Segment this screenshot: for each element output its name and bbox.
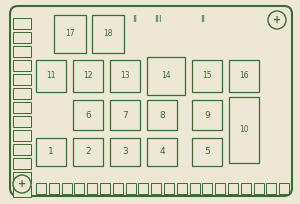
- Text: 16: 16: [239, 71, 249, 81]
- Bar: [110, 60, 140, 92]
- Bar: [147, 57, 185, 95]
- Text: 17: 17: [65, 30, 75, 39]
- Bar: [254, 183, 264, 194]
- Bar: [13, 116, 31, 127]
- Bar: [54, 15, 86, 53]
- Bar: [192, 60, 222, 92]
- Bar: [74, 183, 84, 194]
- Bar: [49, 183, 59, 194]
- Bar: [13, 88, 31, 99]
- Text: 10: 10: [239, 125, 249, 134]
- Bar: [36, 183, 46, 194]
- Bar: [13, 158, 31, 169]
- Bar: [87, 183, 97, 194]
- Bar: [228, 183, 238, 194]
- Bar: [73, 100, 103, 130]
- FancyBboxPatch shape: [10, 6, 292, 196]
- Bar: [92, 15, 124, 53]
- Text: 5: 5: [204, 147, 210, 156]
- Text: +: +: [18, 179, 26, 189]
- Text: II: II: [133, 16, 137, 24]
- Bar: [126, 183, 136, 194]
- Text: 13: 13: [120, 71, 130, 81]
- Circle shape: [13, 175, 31, 193]
- Bar: [61, 183, 72, 194]
- Bar: [13, 46, 31, 57]
- Text: 6: 6: [85, 111, 91, 120]
- Text: 8: 8: [159, 111, 165, 120]
- Bar: [192, 138, 222, 166]
- Bar: [215, 183, 225, 194]
- Bar: [13, 18, 31, 29]
- Bar: [110, 138, 140, 166]
- Bar: [13, 60, 31, 71]
- Bar: [13, 172, 31, 183]
- Bar: [279, 183, 289, 194]
- Text: 4: 4: [159, 147, 165, 156]
- Bar: [13, 186, 31, 197]
- Bar: [164, 183, 174, 194]
- Bar: [36, 60, 66, 92]
- Bar: [190, 183, 200, 194]
- Text: 14: 14: [161, 71, 171, 81]
- Bar: [177, 183, 187, 194]
- Bar: [113, 183, 123, 194]
- Bar: [192, 100, 222, 130]
- Bar: [151, 183, 161, 194]
- Bar: [13, 32, 31, 43]
- Text: 11: 11: [46, 71, 56, 81]
- Text: 9: 9: [204, 111, 210, 120]
- Bar: [13, 130, 31, 141]
- Text: III: III: [154, 16, 162, 24]
- Bar: [13, 102, 31, 113]
- Text: 15: 15: [202, 71, 212, 81]
- Text: 2: 2: [85, 147, 91, 156]
- Bar: [266, 183, 276, 194]
- Bar: [110, 100, 140, 130]
- Text: II: II: [200, 16, 206, 24]
- Bar: [73, 60, 103, 92]
- Bar: [13, 144, 31, 155]
- Text: 18: 18: [103, 30, 113, 39]
- Circle shape: [268, 11, 286, 29]
- Text: 7: 7: [122, 111, 128, 120]
- Bar: [147, 138, 177, 166]
- Bar: [241, 183, 251, 194]
- Text: 1: 1: [48, 147, 54, 156]
- Bar: [73, 138, 103, 166]
- Bar: [138, 183, 148, 194]
- Bar: [100, 183, 110, 194]
- Bar: [36, 138, 66, 166]
- Bar: [229, 60, 259, 92]
- Text: 3: 3: [122, 147, 128, 156]
- Bar: [229, 97, 259, 163]
- Bar: [147, 100, 177, 130]
- Text: 12: 12: [83, 71, 93, 81]
- Text: +: +: [273, 15, 281, 25]
- Bar: [13, 74, 31, 85]
- Bar: [202, 183, 212, 194]
